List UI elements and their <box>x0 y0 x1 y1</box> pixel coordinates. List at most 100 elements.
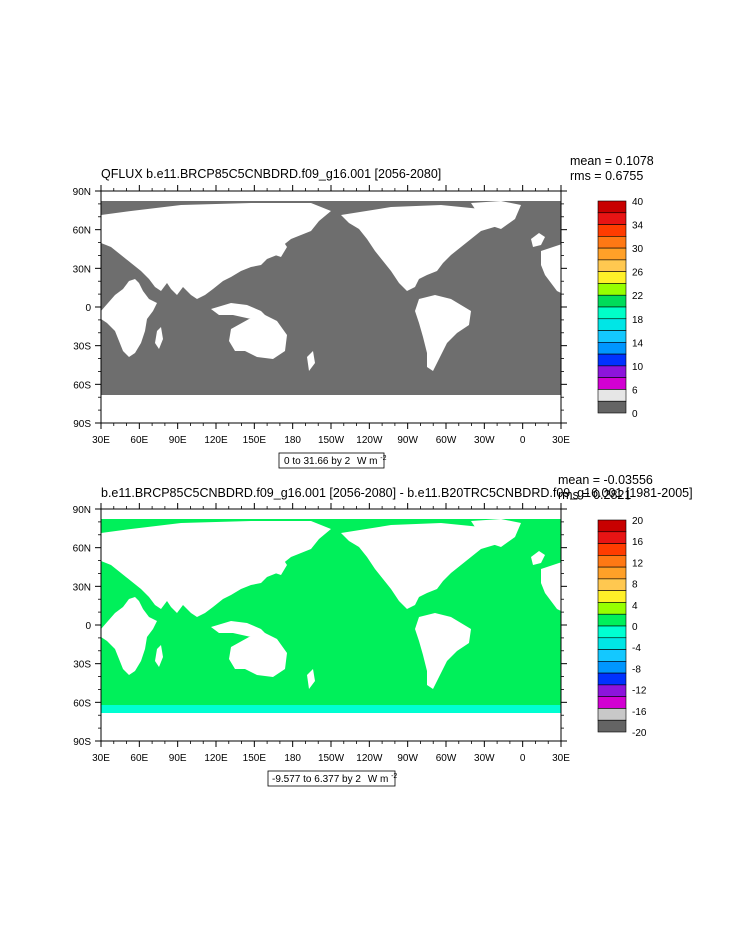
colorbar-swatch <box>597 519 627 533</box>
rms-label: rms = 0.2821 <box>558 488 631 502</box>
range-box: 0 to 31.66 by 2 W m -2 <box>278 452 387 469</box>
colorbar-label: 26 <box>632 268 644 279</box>
colorbar-swatch <box>597 353 627 367</box>
lat-label: 0 <box>85 303 91 314</box>
lon-label: 180 <box>284 435 301 446</box>
lon-label: 60W <box>436 753 457 764</box>
colorbar-swatch <box>597 342 627 355</box>
colorbar-label: 0 <box>632 622 638 633</box>
lat-label: 90S <box>73 419 91 430</box>
colorbar-swatch <box>597 330 627 343</box>
colorbar-swatch <box>597 283 627 296</box>
colorbar-swatch <box>597 377 627 390</box>
colorbar-swatch <box>597 555 627 568</box>
colorbar-label: 16 <box>632 537 644 548</box>
lon-label: 30W <box>474 435 495 446</box>
colorbar-swatch <box>597 637 627 650</box>
lat-label: 60N <box>73 544 91 555</box>
lon-label: 90W <box>397 753 418 764</box>
lat-label: 90N <box>73 187 91 198</box>
colorbar-label: -20 <box>632 728 647 739</box>
range-box: -9.577 to 6.377 by 2 W m -2 <box>267 770 397 787</box>
colorbar-swatch <box>597 672 627 686</box>
lon-label: 120W <box>356 753 383 764</box>
colorbar-label: 8 <box>632 580 638 591</box>
lon-label: 90E <box>169 435 187 446</box>
lat-label: 30S <box>73 342 91 353</box>
panel-difference: b.e11.BRCP85C5CNBDRD.f09_g16.001 [2056-2… <box>73 473 693 787</box>
lon-labels: 30E 60E 90E 120E 150E 180 150W 120W 90W 60W 30W 0 30… <box>92 753 570 764</box>
lat-labels: 90N 60N 30N 0 30S 60S 90S <box>73 505 92 748</box>
colorbar-label: -16 <box>632 707 647 718</box>
colorbar-label: 6 <box>632 385 638 396</box>
rms-label: rms = 0.6755 <box>570 169 643 183</box>
range-label: -9.577 to 6.377 by 2 <box>272 774 361 785</box>
colorbar-swatch <box>597 566 627 580</box>
colorbar: 40 34 30 26 22 18 14 10 6 0 <box>597 197 644 420</box>
lon-label: 30E <box>552 753 570 764</box>
lat-label: 60S <box>73 380 91 391</box>
colorbar-label: 22 <box>632 291 644 302</box>
lat-labels: 90N 60N 30N 0 30S 60S 90S <box>73 187 92 430</box>
colorbar-swatch <box>597 200 627 214</box>
lon-label: 180 <box>284 753 301 764</box>
lat-label: 30N <box>73 264 91 275</box>
lon-label: 120E <box>204 753 228 764</box>
lon-label: 60E <box>130 435 148 446</box>
colorbar-label: 18 <box>632 315 644 326</box>
colorbar-label: -12 <box>632 686 647 697</box>
svg-text:-9.577 to 6.377 by 2 W: -9.577 to 6.377 by 2 W m -2 <box>272 773 397 785</box>
colorbar-swatch <box>597 318 627 331</box>
colorbar-swatch <box>597 590 627 603</box>
lon-label: 60E <box>130 753 148 764</box>
panel-title: b.e11.BRCP85C5CNBDRD.f09_g16.001 [2056-2… <box>101 486 693 500</box>
lon-label: 150E <box>243 753 267 764</box>
lon-label: 150W <box>318 753 345 764</box>
colorbar-label: 40 <box>632 197 644 208</box>
colorbar-swatch <box>597 602 627 615</box>
lat-label: 0 <box>85 621 91 632</box>
colorbar-swatch <box>597 719 627 733</box>
range-label: 0 to 31.66 by 2 <box>284 456 351 467</box>
colorbar-label: 10 <box>632 362 644 373</box>
colorbar-swatch <box>597 578 627 591</box>
colorbar-label: -4 <box>632 643 641 654</box>
colorbar-swatch <box>597 708 627 721</box>
colorbar-swatch <box>597 684 627 697</box>
lon-label: 90E <box>169 753 187 764</box>
lon-label: 30E <box>92 435 110 446</box>
colorbar-swatch <box>597 625 627 639</box>
colorbar-label: 14 <box>632 338 644 349</box>
lon-label: 150W <box>318 435 345 446</box>
colorbar-label: 4 <box>632 601 638 612</box>
colorbar-label: -8 <box>632 664 641 675</box>
mean-label: mean = 0.1078 <box>570 154 654 168</box>
colorbar: 20 16 12 8 4 0 -4 -8 -12 -16 -20 <box>597 516 647 739</box>
colorbar-swatch <box>597 543 627 556</box>
lat-label: 30N <box>73 582 91 593</box>
lon-label: 0 <box>520 753 526 764</box>
colorbar-swatch <box>597 236 627 249</box>
lon-label: 120W <box>356 435 383 446</box>
colorbar-swatch <box>597 224 627 237</box>
units-label: W m <box>368 774 389 785</box>
colorbar-swatch <box>597 531 627 544</box>
colorbar-swatch <box>597 365 627 378</box>
colorbar-label: 30 <box>632 244 644 255</box>
units-label: W m <box>357 456 378 467</box>
lon-labels: 30E 60E 90E 120E 150E 180 150W 120W 90W 60W 30W 0 30… <box>92 435 570 446</box>
lon-label: 90W <box>397 435 418 446</box>
svg-text:0 to 31.66 by 2 W m: 0 to 31.66 by 2 W m -2 <box>284 455 387 467</box>
colorbar-swatch <box>597 247 627 261</box>
lat-label: 60S <box>73 698 91 709</box>
lon-label: 30E <box>92 753 110 764</box>
lon-label: 60W <box>436 435 457 446</box>
colorbar-swatch <box>597 696 627 709</box>
colorbar-swatch <box>597 259 627 272</box>
lon-label: 30W <box>474 753 495 764</box>
colorbar-swatch <box>597 400 627 414</box>
colorbar-label: 20 <box>632 516 644 527</box>
colorbar-swatch <box>597 294 627 308</box>
lat-label: 90S <box>73 737 91 748</box>
